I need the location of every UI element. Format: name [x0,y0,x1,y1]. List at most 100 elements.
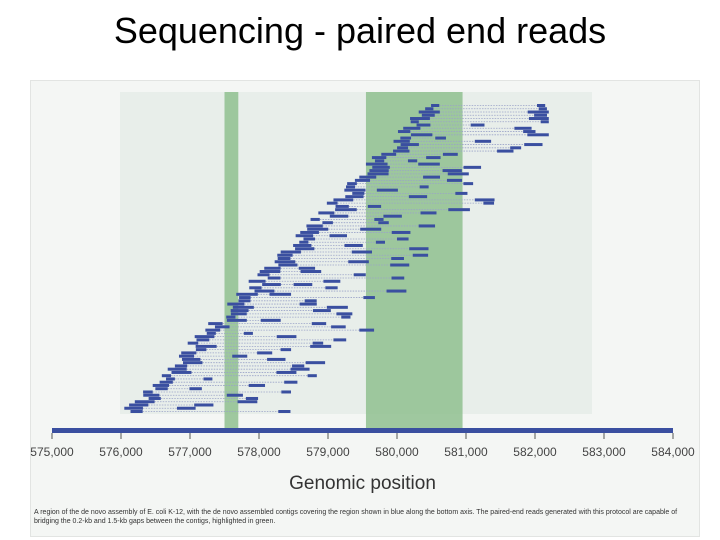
read-reverse [448,208,470,212]
read-forward [181,357,201,361]
read-pair [129,403,214,407]
read-pair [143,393,243,397]
read-reverse [276,370,297,374]
read-forward [397,146,409,150]
read-pair [352,191,468,195]
read-pair [134,400,258,404]
read-pair [333,198,495,202]
read-pair [372,165,482,169]
read-reverse [524,143,543,147]
read-reverse [203,377,213,381]
read-forward [354,178,371,182]
read-pair [300,230,411,234]
read-reverse [386,289,407,293]
read-reverse [248,383,266,387]
read-reverse [281,390,291,394]
read-reverse [278,410,291,413]
read-pair [130,410,291,413]
read-reverse [418,162,440,166]
read-forward [226,318,247,322]
read-forward [232,305,254,309]
read-forward [148,396,161,400]
read-reverse [336,312,353,316]
read-reverse [363,296,375,300]
read-pair [259,270,322,274]
read-reverse [534,113,548,117]
read-reverse [176,406,196,410]
read-pair [403,126,532,130]
read-reverse [257,351,273,355]
read-forward [277,257,291,260]
read-forward [410,133,433,137]
read-forward [248,279,266,283]
read-pair [421,113,548,117]
read-forward [159,380,173,384]
read-forward [155,387,168,391]
read-pair [277,257,404,260]
read-forward [206,331,216,335]
read-forward [280,250,301,254]
read-pair [226,318,281,322]
read-forward [230,312,247,316]
read-pair [195,348,292,352]
read-forward [249,286,262,290]
read-pair [161,374,317,378]
read-reverse [412,253,429,257]
read-pair [369,169,462,173]
read-pair [293,243,363,247]
read-forward [306,224,323,228]
contig-bar [52,428,673,433]
read-forward [178,354,195,358]
read-reverse [290,367,310,371]
read-forward [161,374,172,378]
read-reverse [523,130,536,134]
read-forward [134,400,155,404]
read-reverse [312,341,324,345]
read-forward [257,273,270,277]
read-forward [274,260,296,264]
read-forward [346,185,355,189]
read-reverse [305,361,326,365]
read-forward [195,348,207,352]
read-reverse [538,107,547,111]
read-pair [236,292,292,296]
read-forward [400,136,412,140]
read-pair [274,260,369,264]
read-pair [410,133,549,137]
tick-label: 582,000 [513,445,557,459]
read-pair [248,279,341,283]
read-reverse [367,204,382,208]
read-reverse [447,172,469,176]
read-pair [381,152,458,156]
read-pair [397,146,522,150]
read-forward [381,152,397,156]
read-pair [393,149,514,153]
read-reverse [527,133,549,137]
read-reverse [418,224,436,228]
read-reverse [245,396,259,400]
read-pair [354,178,463,182]
read-forward [239,296,251,300]
read-reverse [292,364,305,368]
read-forward [227,302,245,306]
read-reverse [396,237,409,241]
read-reverse [312,309,331,313]
read-forward [236,292,258,296]
read-pair [155,387,202,391]
read-pair [280,250,372,254]
read-reverse [307,374,317,378]
read-pair [329,214,402,218]
read-forward [310,217,320,221]
read-reverse [300,270,322,274]
read-reverse [323,279,341,283]
read-reverse [329,234,347,238]
read-forward [345,195,364,199]
read-reverse [298,266,316,270]
read-reverse [378,221,389,225]
axis-ticks: 575,000 576,000 577,000 578,000 579,000 580,0… [30,433,695,459]
read-reverse [326,305,348,309]
read-pair [326,201,495,205]
read-pair [232,305,348,309]
highlight-band-2 [365,92,463,428]
read-reverse [442,152,458,156]
